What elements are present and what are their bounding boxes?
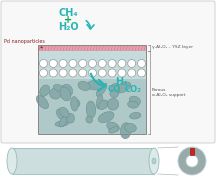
Text: CH₄: CH₄ xyxy=(58,8,78,18)
Circle shape xyxy=(186,155,198,167)
Ellipse shape xyxy=(78,81,90,91)
Circle shape xyxy=(79,69,87,77)
Ellipse shape xyxy=(115,82,131,93)
Ellipse shape xyxy=(110,90,118,98)
Ellipse shape xyxy=(59,107,69,118)
Bar xyxy=(38,45,146,51)
Ellipse shape xyxy=(72,100,80,107)
Circle shape xyxy=(128,69,136,77)
Circle shape xyxy=(88,69,97,77)
Ellipse shape xyxy=(109,127,119,133)
Text: Pd nanoparticles: Pd nanoparticles xyxy=(4,39,45,48)
Circle shape xyxy=(49,60,57,67)
Text: CO: CO xyxy=(108,84,121,94)
Circle shape xyxy=(178,147,206,175)
Ellipse shape xyxy=(60,87,71,101)
Ellipse shape xyxy=(111,83,120,95)
Circle shape xyxy=(138,60,145,67)
Ellipse shape xyxy=(149,148,159,174)
Circle shape xyxy=(98,69,106,77)
Ellipse shape xyxy=(7,148,17,174)
Ellipse shape xyxy=(71,97,78,111)
Circle shape xyxy=(59,69,67,77)
Circle shape xyxy=(39,60,48,67)
Ellipse shape xyxy=(129,96,140,105)
Bar xyxy=(12,148,154,174)
Circle shape xyxy=(59,60,67,67)
Text: γ-Al₂O₃ – YSZ layer: γ-Al₂O₃ – YSZ layer xyxy=(152,45,193,49)
Ellipse shape xyxy=(66,113,74,123)
Ellipse shape xyxy=(130,112,141,119)
Ellipse shape xyxy=(98,100,108,110)
Bar xyxy=(38,51,146,79)
Ellipse shape xyxy=(36,95,48,109)
Circle shape xyxy=(88,60,97,67)
Circle shape xyxy=(118,69,126,77)
Text: +: + xyxy=(64,15,72,25)
Ellipse shape xyxy=(59,117,67,127)
Circle shape xyxy=(79,60,87,67)
Circle shape xyxy=(118,60,126,67)
Ellipse shape xyxy=(152,158,156,164)
Ellipse shape xyxy=(53,84,66,92)
Circle shape xyxy=(39,69,48,77)
Ellipse shape xyxy=(86,101,96,118)
Bar xyxy=(38,45,146,134)
Ellipse shape xyxy=(96,83,107,96)
Text: Porous
α-Al₂O₃ support: Porous α-Al₂O₃ support xyxy=(152,88,185,97)
Ellipse shape xyxy=(61,84,72,97)
Ellipse shape xyxy=(87,81,102,90)
Circle shape xyxy=(98,60,106,67)
Ellipse shape xyxy=(96,94,103,109)
Ellipse shape xyxy=(57,109,64,119)
Text: CO₂: CO₂ xyxy=(125,84,142,94)
Ellipse shape xyxy=(108,98,119,110)
Bar xyxy=(38,79,146,134)
Circle shape xyxy=(138,69,145,77)
Circle shape xyxy=(69,60,77,67)
Circle shape xyxy=(49,69,57,77)
Circle shape xyxy=(108,69,116,77)
Text: H₂O: H₂O xyxy=(58,22,78,32)
Circle shape xyxy=(128,60,136,67)
Ellipse shape xyxy=(55,121,69,126)
Ellipse shape xyxy=(125,123,136,132)
Ellipse shape xyxy=(50,88,62,99)
Circle shape xyxy=(69,69,77,77)
Bar xyxy=(190,148,194,155)
Ellipse shape xyxy=(120,123,131,139)
FancyBboxPatch shape xyxy=(1,1,215,143)
Ellipse shape xyxy=(98,112,114,123)
Ellipse shape xyxy=(107,122,119,132)
Ellipse shape xyxy=(86,116,92,123)
Circle shape xyxy=(108,60,116,67)
Ellipse shape xyxy=(128,101,138,108)
Text: H₂: H₂ xyxy=(115,77,127,87)
Ellipse shape xyxy=(40,85,50,96)
